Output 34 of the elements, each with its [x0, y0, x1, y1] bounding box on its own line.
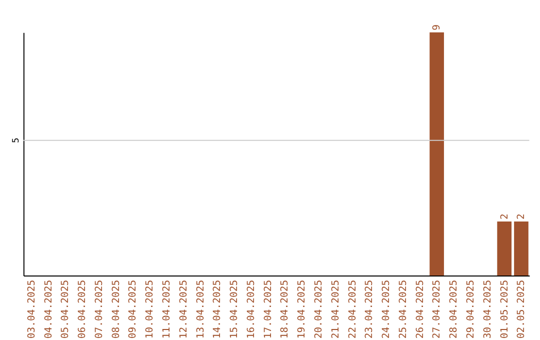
- x-tick-label: 24.04.2025: [381, 280, 392, 339]
- x-tick-label: 29.04.2025: [466, 280, 476, 339]
- x-tick-label: 16.04.2025: [246, 280, 257, 339]
- x-tick-label: 01.05.2025: [499, 280, 510, 339]
- x-tick-label: 10.04.2025: [144, 280, 156, 339]
- x-tick-label: 30.04.2025: [482, 280, 494, 339]
- x-tick-label: 28.04.2025: [448, 280, 460, 339]
- x-tick-label: 02.05.2025: [516, 280, 528, 339]
- data-label: 2: [499, 214, 510, 220]
- x-tick-label: 25.04.2025: [398, 280, 409, 339]
- x-tick-label: 09.04.2025: [128, 280, 139, 339]
- data-label: 9: [432, 24, 443, 30]
- x-tick-label: 19.04.2025: [296, 280, 308, 339]
- x-tick-label: 15.04.2025: [229, 280, 240, 339]
- ref-line-label: 5: [12, 138, 22, 144]
- x-tick-label: 27.04.2025: [432, 280, 443, 339]
- x-tick-label: 17.04.2025: [262, 280, 274, 339]
- x-tick-label: 06.04.2025: [77, 280, 88, 339]
- x-tick-label: 21.04.2025: [330, 280, 342, 339]
- x-tick-label: 11.04.2025: [162, 280, 172, 339]
- x-tick-label: 12.04.2025: [178, 280, 190, 339]
- x-tick-label: 08.04.2025: [110, 280, 122, 339]
- x-tick-label: 14.04.2025: [212, 280, 224, 339]
- x-tick-label: 07.04.2025: [94, 280, 105, 339]
- x-tick-label: 03.04.2025: [26, 280, 38, 339]
- x-tick-label: 13.04.2025: [195, 280, 206, 339]
- x-tick-label: 23.04.2025: [364, 280, 376, 339]
- x-tick-label: 18.04.2025: [280, 280, 291, 339]
- x-tick-label: 22.04.2025: [347, 280, 358, 339]
- x-tick-label: 05.04.2025: [60, 280, 72, 339]
- x-tick-label: 20.04.2025: [314, 280, 324, 339]
- x-tick-label: 04.04.2025: [43, 280, 54, 339]
- data-label: 2: [516, 214, 528, 220]
- x-tick-label: 26.04.2025: [414, 280, 426, 339]
